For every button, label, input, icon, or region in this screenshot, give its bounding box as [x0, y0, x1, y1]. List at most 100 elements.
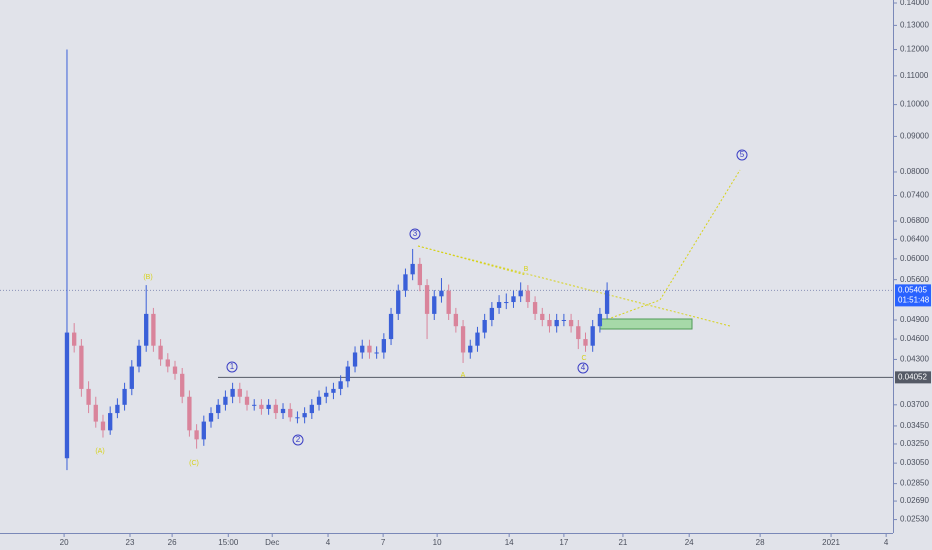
x-tick-label: 26 — [168, 538, 177, 547]
candle-body — [108, 413, 113, 431]
candle-body — [597, 313, 603, 327]
last-price-tag — [895, 284, 931, 307]
countdown: 01:51:48 — [898, 295, 930, 304]
x-tick-label: 2021 — [822, 538, 840, 547]
candle-body — [324, 392, 329, 397]
wave-circle — [292, 434, 304, 446]
y-tick-label: 0.02690 — [900, 496, 929, 505]
wave-label: A — [461, 372, 466, 379]
candle-body — [475, 332, 480, 346]
candle-body — [122, 388, 127, 405]
candle-body — [288, 408, 293, 418]
candle-body — [568, 319, 574, 327]
y-tick-label: 0.03050 — [900, 458, 929, 467]
y-tick-label: 0.04900 — [900, 315, 929, 324]
y-tick-label: 0.12000 — [900, 45, 929, 54]
candle-body — [525, 290, 531, 303]
candle-body — [446, 290, 451, 314]
candle-body — [129, 366, 134, 389]
y-tick-label: 0.04600 — [900, 334, 929, 343]
y-tick-label: 0.03250 — [900, 439, 929, 448]
candle-body — [396, 290, 401, 314]
wave-label: 5 — [740, 150, 745, 159]
target-zone — [599, 318, 693, 330]
candle-body — [561, 319, 567, 321]
candle-body — [79, 345, 84, 389]
candle-body — [115, 404, 120, 414]
candle-body — [554, 319, 559, 327]
projection-line — [599, 169, 741, 323]
x-tick-label: 28 — [756, 538, 765, 547]
candle-body — [345, 366, 350, 382]
candle-body — [352, 352, 358, 367]
candle-body — [136, 345, 142, 367]
candle-body — [252, 404, 257, 406]
candle-body — [338, 381, 343, 389]
candle-body — [482, 319, 487, 333]
x-tick-label: 17 — [559, 538, 568, 547]
x-tick-label: Dec — [265, 538, 279, 547]
trend-line — [417, 245, 527, 276]
y-tick-label: 0.09000 — [900, 132, 929, 141]
candle-body — [180, 373, 185, 397]
wave-label: B — [524, 266, 529, 273]
y-tick-label: 0.08000 — [900, 167, 929, 176]
candle-body — [367, 345, 372, 353]
y-tick-label: 0.07400 — [900, 191, 929, 200]
wave-label: 4 — [581, 363, 586, 372]
wave-label: 3 — [413, 229, 418, 238]
x-tick-label: 24 — [685, 538, 694, 547]
x-tick-label: 7 — [381, 538, 386, 547]
level-tag — [895, 371, 931, 384]
last-price-label: 0.05405 — [898, 285, 927, 294]
candle-body — [374, 352, 379, 354]
y-tick-label: 0.06400 — [900, 234, 929, 243]
candle-body — [237, 388, 242, 397]
candle-body — [388, 313, 394, 340]
candle-body — [144, 313, 149, 346]
candle-body — [410, 263, 415, 275]
wave-label: (B) — [143, 274, 152, 281]
wave-circle — [409, 228, 421, 240]
candle-body — [453, 313, 459, 327]
x-tick-label: 21 — [618, 538, 627, 547]
candle-body — [604, 290, 610, 314]
candle-body — [496, 302, 502, 308]
candle-body — [64, 332, 70, 459]
candle-body — [360, 345, 365, 353]
wave-circle — [736, 149, 748, 161]
wave-label: 1 — [230, 362, 235, 371]
y-tick-label: 0.04300 — [900, 355, 929, 364]
x-tick-label: 4 — [326, 538, 331, 547]
candle-body — [230, 388, 235, 397]
candle-body — [172, 366, 178, 374]
candle-body — [151, 313, 156, 346]
candle-body — [266, 404, 271, 409]
candle-body — [194, 430, 199, 440]
y-tick-label: 0.14000 — [900, 0, 929, 7]
wave-circle — [577, 362, 589, 374]
y-tick-label: 0.02530 — [900, 515, 929, 524]
candle-body — [273, 404, 278, 414]
candle-body — [460, 326, 466, 353]
candle-body — [439, 290, 444, 297]
candle-body — [280, 408, 286, 414]
wave-label: C — [581, 355, 586, 362]
candle-body — [302, 413, 307, 418]
candle-body — [489, 307, 495, 320]
y-tick-label: 0.03450 — [900, 421, 929, 430]
y-tick-label: 0.05600 — [900, 275, 929, 284]
candle-body — [468, 345, 473, 353]
candle-body — [518, 290, 523, 297]
candle-body — [100, 421, 106, 431]
candle-body — [309, 404, 314, 414]
candle-body — [590, 326, 595, 346]
candle-body — [165, 359, 170, 367]
candle-body — [259, 404, 264, 409]
candle-body — [381, 339, 387, 353]
y-tick-label: 0.11000 — [900, 71, 929, 80]
candle-body — [223, 396, 228, 405]
y-tick-label: 0.06000 — [900, 254, 929, 263]
